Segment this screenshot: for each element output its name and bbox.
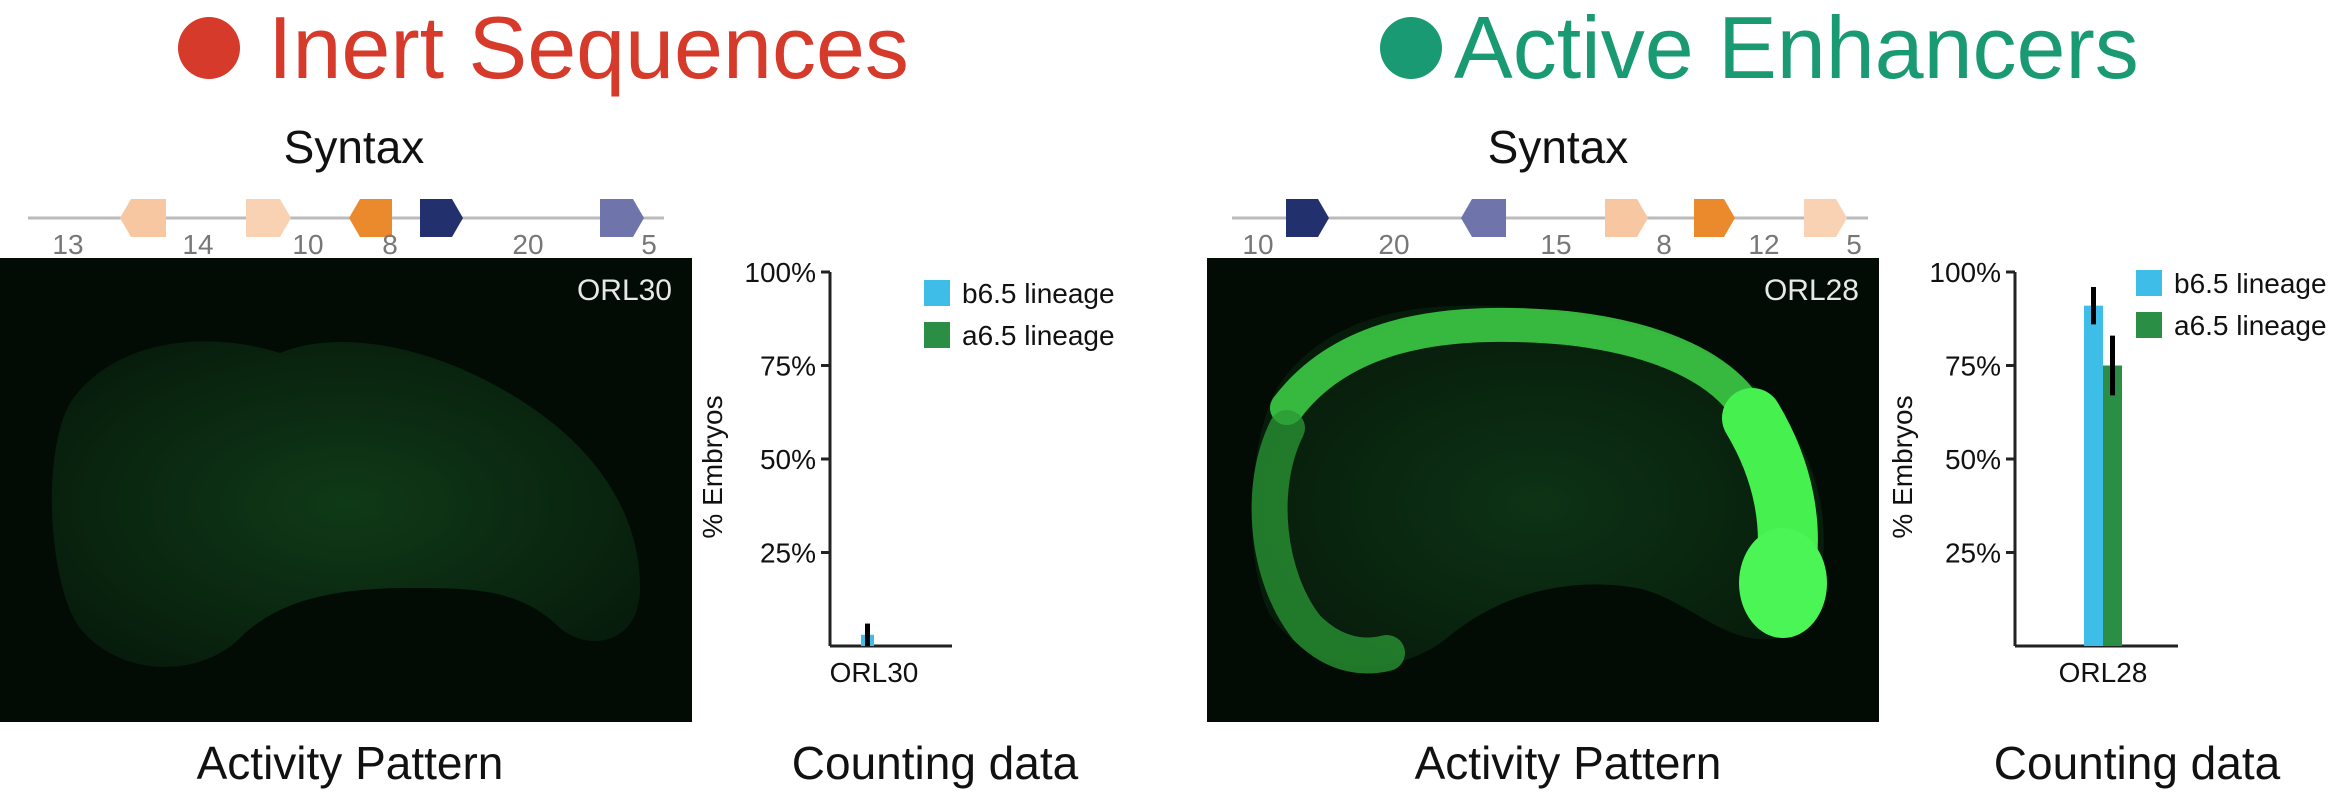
- left-embryo-image: ORL30: [0, 258, 692, 722]
- left-chart-y-tick-label: 25%: [760, 538, 816, 569]
- left-syntax-title: Syntax: [283, 121, 425, 173]
- right-chart-caption: Counting data: [1993, 737, 2281, 789]
- right-spacer-4: 8: [1656, 229, 1672, 260]
- inert-dot-icon: [178, 16, 240, 79]
- lavender-motif-icon: [600, 199, 644, 237]
- left-counting-chart: 25% 50% 75% 100% % Embryos ORL30 b6.5 lineage a…: [697, 258, 1115, 688]
- right-chart-legend-swatch-a65: [2136, 312, 2162, 338]
- right-chart-y-tick-label: 25%: [1945, 538, 2001, 569]
- lavender-motif-icon: [1461, 199, 1506, 237]
- left-chart-caption: Counting data: [791, 737, 1079, 789]
- left-spacer-6: 5: [641, 229, 657, 260]
- right-syntax-diagram: 10 20 15 8 12 5: [1232, 199, 1868, 260]
- left-spacer-2: 14: [182, 229, 213, 260]
- left-syntax-diagram: 13 14 10 8 20 5: [28, 199, 664, 260]
- right-chart-bar-a65: [2103, 365, 2122, 646]
- left-spacer-1: 13: [52, 229, 83, 260]
- pale-orange-motif-icon: [246, 199, 291, 237]
- left-spacer-4: 8: [382, 229, 398, 260]
- right-spacer-5: 12: [1748, 229, 1779, 260]
- right-chart-legend-swatch-b65: [2136, 270, 2162, 296]
- orange-motif-icon: [1694, 199, 1735, 237]
- right-image-caption: Activity Pattern: [1414, 737, 1722, 789]
- left-image-label: ORL30: [576, 274, 672, 307]
- left-chart-y-tick-label: 100%: [744, 258, 816, 288]
- light-orange-motif-icon: [1605, 199, 1648, 237]
- navy-motif-icon: [420, 199, 463, 237]
- left-chart-y-axis-label: % Embryos: [697, 395, 728, 538]
- right-counting-chart: 25% 50% 75% 100% % Embryos ORL28 b6.5 lineage a…: [1888, 258, 2327, 688]
- active-dot-icon: [1380, 16, 1442, 79]
- left-chart-legend-swatch-b65: [924, 280, 950, 306]
- left-chart-legend-label-a65: a6.5 lineage: [962, 320, 1115, 351]
- right-image-label: ORL28: [1763, 274, 1859, 307]
- left-chart-legend-label-b65: b6.5 lineage: [962, 278, 1115, 309]
- right-chart-legend-label-a65: a6.5 lineage: [2174, 310, 2327, 341]
- right-chart-legend-label-b65: b6.5 lineage: [2174, 268, 2327, 299]
- left-embryo-shape: [51, 341, 641, 667]
- inert-heading: Inert Sequences: [268, 0, 909, 97]
- right-chart-y-tick-label: 50%: [1945, 444, 2001, 475]
- right-spacer-1: 10: [1242, 229, 1273, 260]
- right-spacer-2: 20: [1378, 229, 1409, 260]
- navy-motif-icon: [1286, 199, 1329, 237]
- pale-orange-motif-icon: [1804, 199, 1847, 237]
- right-syntax-title: Syntax: [1487, 121, 1629, 173]
- right-chart-y-tick-label: 75%: [1945, 351, 2001, 382]
- right-chart-y-tick-label: 100%: [1929, 258, 2001, 288]
- orange-motif-icon: [349, 199, 392, 237]
- right-embryo-shape: [1251, 305, 1827, 674]
- inert-heading-row: Inert Sequences: [178, 0, 909, 95]
- right-embryo-image: ORL28: [1207, 258, 1879, 722]
- right-spacer-6: 5: [1846, 229, 1862, 260]
- right-chart-x-tick-label: ORL28: [2059, 657, 2148, 688]
- left-chart-x-tick-label: ORL30: [830, 657, 919, 688]
- right-chart-bar-b65: [2084, 305, 2103, 646]
- left-chart-y-tick-label: 75%: [760, 351, 816, 382]
- right-chart-y-axis-label: % Embryos: [1888, 395, 1918, 538]
- active-heading-row: Active Enhancers: [1380, 0, 2139, 95]
- light-orange-motif-icon: [120, 199, 166, 237]
- left-spacer-3: 10: [292, 229, 323, 260]
- left-image-caption: Activity Pattern: [196, 737, 504, 789]
- active-heading: Active Enhancers: [1454, 0, 2139, 97]
- left-spacer-5: 20: [512, 229, 543, 260]
- right-spacer-3: 15: [1540, 229, 1571, 260]
- left-chart-legend-swatch-a65: [924, 322, 950, 348]
- left-chart-y-tick-label: 50%: [760, 444, 816, 475]
